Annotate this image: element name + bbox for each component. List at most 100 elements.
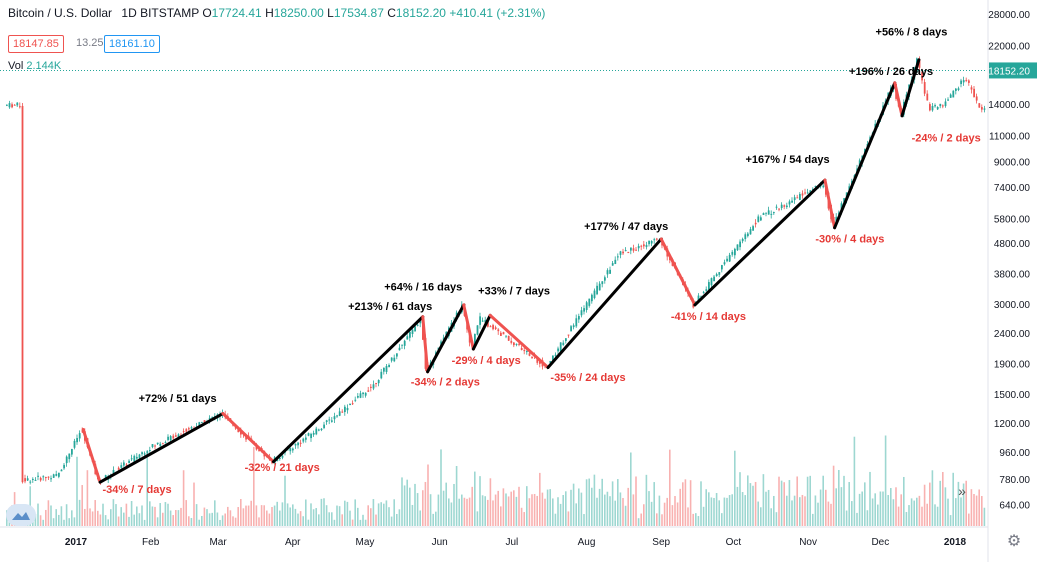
candle-body [481, 320, 484, 322]
candle-body [744, 234, 747, 240]
interval-label[interactable]: 1D [121, 6, 137, 20]
candle-body [6, 104, 8, 106]
candle-body [151, 444, 154, 448]
time-tick-label: Oct [726, 537, 742, 548]
candle-body [123, 462, 125, 466]
candle-body [29, 481, 32, 483]
gear-icon[interactable]: ⚙ [1006, 533, 1022, 550]
volume-bar [546, 489, 549, 526]
volume-bar [466, 498, 468, 526]
tradingview-logo-icon[interactable] [6, 504, 36, 526]
volume-bar [682, 482, 684, 526]
volume-bar [117, 516, 120, 526]
volume-bar [858, 493, 861, 526]
volume-label: Vol [8, 60, 24, 72]
exchange-label: BITSTAMP [140, 6, 199, 20]
volume-bar [292, 504, 294, 526]
volume-bar [788, 480, 791, 526]
candle-body [333, 416, 336, 420]
rally-label: +72% / 51 days [139, 393, 217, 405]
volume-bar [380, 502, 382, 526]
volume-bar [814, 495, 817, 526]
volume-bar [630, 452, 632, 526]
volume-bar [918, 495, 921, 526]
volume-bar [422, 490, 424, 526]
volume-bar [739, 472, 741, 526]
candle-body [593, 290, 596, 299]
ask-price-button[interactable]: 18161.10 [104, 35, 160, 53]
candle-body [185, 429, 188, 432]
symbol-name[interactable]: Bitcoin / U.S. Dollar [8, 6, 113, 20]
volume-bar [874, 493, 876, 526]
candle-body [505, 335, 507, 337]
volume-bar [372, 499, 375, 526]
candle-body [375, 382, 377, 384]
volume-bar [559, 503, 562, 526]
candle-body [167, 436, 169, 440]
candle-body [208, 417, 211, 420]
candle-body [201, 421, 203, 423]
volume-bar [848, 482, 850, 526]
rally-trendline [426, 303, 466, 374]
candle-body [739, 241, 741, 248]
candle-body [640, 245, 643, 247]
volume-bar [588, 478, 590, 526]
volume-bar [141, 505, 143, 526]
volume-bar [728, 495, 731, 526]
volume-bar [567, 511, 570, 526]
volume-bar [299, 511, 302, 526]
volume-bar [510, 491, 512, 526]
candle-body [338, 411, 341, 416]
candle-body [804, 192, 806, 194]
rally-label: +167% / 54 days [745, 154, 829, 166]
volume-bar [957, 481, 960, 526]
volume-bar [856, 512, 858, 526]
volume-bar [344, 500, 346, 526]
volume-bar [312, 509, 315, 526]
volume-bar [341, 514, 343, 526]
candle-body [307, 433, 310, 436]
volume-bar [315, 508, 317, 526]
volume-bar [214, 500, 216, 526]
volume-bar [102, 503, 104, 526]
drawdown-trendline [221, 412, 275, 464]
price-tick-label: 5800.00 [994, 214, 1031, 225]
price-tick-label: 28000.00 [988, 10, 1030, 21]
volume-bar [364, 519, 367, 526]
current-price-label: 18152.20 [988, 66, 1030, 77]
candle-body [947, 99, 949, 101]
volume-bar [533, 493, 536, 526]
candle-body [565, 338, 567, 342]
candle-body [377, 379, 380, 384]
candle-body [549, 361, 552, 363]
candle-body [162, 443, 164, 445]
volume-bar [419, 510, 421, 526]
volume-bar [890, 488, 892, 526]
volume-bar [705, 489, 707, 526]
candle-body [349, 404, 351, 406]
volume-bar [518, 486, 520, 526]
candle-body [336, 415, 338, 417]
volume-bar [375, 514, 377, 526]
volume-legend[interactable]: Vol 2.144K [8, 60, 61, 72]
volume-bar [523, 512, 525, 526]
candle-body [138, 454, 141, 459]
candle-body [778, 208, 780, 210]
scroll-right-icon[interactable]: » [958, 483, 966, 499]
volume-bar [91, 511, 94, 526]
candle-body [554, 354, 557, 356]
bid-price-button[interactable]: 18147.85 [8, 35, 64, 53]
candle-body [120, 465, 123, 468]
volume-bar [487, 499, 489, 526]
volume-bar [978, 489, 980, 526]
volume-bar [653, 482, 655, 526]
volume-bar [585, 479, 588, 526]
candle-body [578, 316, 580, 320]
candle-body [55, 473, 58, 476]
volume-bar [601, 478, 603, 526]
volume-bar [663, 502, 666, 526]
symbol-header[interactable]: Bitcoin / U.S. Dollar 1D BITSTAMP O17724… [8, 6, 545, 20]
candle-body [489, 326, 492, 328]
candle-body [372, 384, 375, 389]
